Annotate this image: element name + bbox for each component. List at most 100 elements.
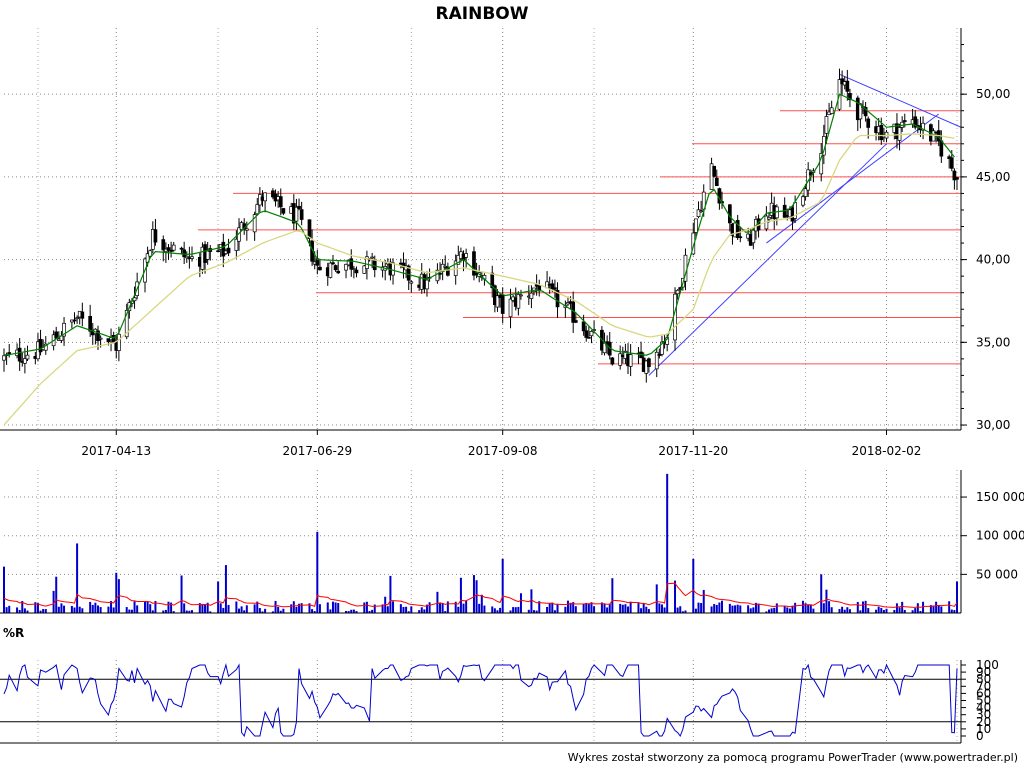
volume-bar xyxy=(830,607,833,613)
date-x-ticks: 2017-04-13 2017-06-29 2017-09-08 2017-11-20… xyxy=(81,430,921,458)
volume-bar xyxy=(206,602,209,613)
candle-body xyxy=(409,281,414,284)
volume-bar xyxy=(791,605,794,613)
price-grid xyxy=(4,28,961,430)
volume-bar xyxy=(700,603,703,613)
volume-bar xyxy=(882,609,885,613)
volume-bar xyxy=(606,607,609,613)
volume-bar xyxy=(546,606,549,613)
volume-bar xyxy=(26,610,29,613)
volume-bar xyxy=(893,609,896,613)
candle-body xyxy=(581,321,586,332)
candle-body xyxy=(529,292,534,299)
candle-body xyxy=(362,265,367,274)
candle-body xyxy=(939,140,944,157)
volume-bar xyxy=(311,609,314,613)
volume-bar xyxy=(352,609,355,613)
volume-bar xyxy=(718,602,721,613)
volume-bar xyxy=(407,611,410,613)
volume-bar xyxy=(885,608,888,613)
candle-body xyxy=(464,253,468,258)
candle-body xyxy=(848,93,852,101)
volume-bar xyxy=(143,601,146,613)
candle-body xyxy=(699,210,703,213)
volume-bar xyxy=(423,609,426,613)
volume-bar xyxy=(478,603,481,613)
candle-body xyxy=(2,355,6,361)
candle-body xyxy=(863,107,868,117)
volume-bar xyxy=(483,605,486,613)
volume-bar xyxy=(566,600,569,613)
volume-bar xyxy=(371,609,374,613)
volume-bar xyxy=(538,601,541,613)
volume-bar xyxy=(446,601,449,613)
volume-bar xyxy=(363,602,366,613)
volume-bar xyxy=(692,558,695,613)
candle-body xyxy=(80,311,85,319)
candle-body xyxy=(7,352,12,354)
volume-bar xyxy=(316,531,319,613)
candle-body xyxy=(190,256,194,259)
candle-body xyxy=(584,330,589,338)
volume-bar xyxy=(209,611,212,613)
volume-bar xyxy=(822,603,825,613)
volume-bar xyxy=(428,602,431,613)
volume-bar xyxy=(953,610,956,613)
volume-bar xyxy=(279,610,282,613)
volume-bar xyxy=(217,581,220,613)
volume-bar xyxy=(52,590,55,613)
volume-bar xyxy=(621,604,624,613)
volume-bar xyxy=(76,543,79,613)
volume-bar xyxy=(841,606,844,613)
volume-bar xyxy=(146,601,149,613)
volume-bar xyxy=(916,603,919,613)
williams-r-line xyxy=(3,663,958,738)
volume-bar xyxy=(107,606,110,613)
volume-bar xyxy=(444,611,447,613)
volume-bar xyxy=(783,606,786,613)
candle-body xyxy=(589,331,594,337)
candle-body xyxy=(54,331,59,339)
volume-panel: 50 000 100 000 150 000 xyxy=(0,470,1024,614)
candle-body xyxy=(691,232,696,255)
volume-bar xyxy=(929,605,932,613)
volume-bar xyxy=(710,606,713,613)
candle-body xyxy=(845,80,850,92)
volume-bar xyxy=(436,591,439,613)
volume-bar xyxy=(655,584,658,613)
volume-bar xyxy=(496,610,499,613)
candle-body xyxy=(169,249,173,252)
volume-bar xyxy=(739,605,742,613)
volume-bar xyxy=(862,601,865,613)
volume-bar xyxy=(901,601,904,613)
volume-bar xyxy=(935,601,938,613)
volume-bar xyxy=(258,608,261,613)
volume-bar xyxy=(347,611,350,613)
candle-body xyxy=(440,263,445,272)
volume-bar xyxy=(512,607,515,613)
volume-bar xyxy=(154,601,157,613)
volume-bar xyxy=(237,608,240,613)
candle-body xyxy=(161,239,166,251)
y-tick-label: 30 xyxy=(976,708,991,722)
volume-bar xyxy=(350,609,353,613)
volume-bar xyxy=(877,606,880,613)
volume-bar xyxy=(457,606,460,613)
volume-bar xyxy=(640,608,643,613)
volume-grid xyxy=(4,470,961,613)
volume-y-ticks: 50 000 100 000 150 000 xyxy=(961,490,1024,581)
volume-bar xyxy=(674,580,677,613)
candle-body xyxy=(148,250,153,257)
volume-bar xyxy=(585,602,588,613)
volume-bar xyxy=(658,603,661,613)
candle-body xyxy=(858,103,863,120)
fast-moving-average xyxy=(3,93,955,357)
candle-body xyxy=(644,360,649,374)
volume-bar xyxy=(329,609,332,613)
volume-bar xyxy=(99,607,102,613)
volume-bar xyxy=(914,608,917,613)
candle-body xyxy=(98,337,103,340)
